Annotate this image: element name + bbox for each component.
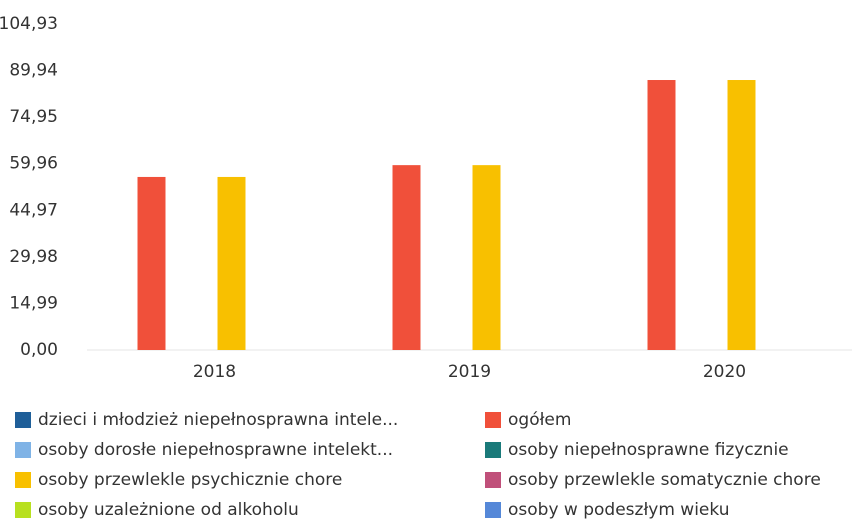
legend-swatch	[485, 502, 501, 518]
legend-swatch	[15, 502, 31, 518]
x-tick-label: 2020	[703, 362, 746, 382]
legend-swatch	[485, 472, 501, 488]
y-tick-label: 29,98	[9, 247, 58, 267]
x-tick-label: 2019	[448, 362, 491, 382]
bar	[727, 80, 756, 350]
y-tick-label: 44,97	[9, 200, 58, 220]
y-tick-label: 104,93	[0, 14, 58, 34]
bar	[472, 165, 501, 350]
legend-label: osoby przewlekle psychicznie chore	[38, 470, 342, 490]
y-tick-label: 59,96	[9, 154, 58, 174]
legend-swatch	[15, 472, 31, 488]
legend-label: ogółem	[508, 410, 571, 430]
bar	[647, 80, 676, 350]
bar	[137, 176, 166, 350]
legend-label: osoby w podeszłym wieku	[508, 500, 729, 520]
y-tick-label: 14,99	[9, 293, 58, 313]
legend-label: osoby niepełnosprawne fizycznie	[508, 440, 789, 460]
bar	[392, 165, 421, 350]
legend-swatch	[485, 442, 501, 458]
legend-label: osoby uzależnione od alkoholu	[38, 500, 299, 520]
x-tick-label: 2018	[193, 362, 236, 382]
y-tick-label: 74,95	[9, 107, 58, 127]
legend-label: osoby dorosłe niepełnosprawne intelekt..…	[38, 440, 393, 460]
bar	[217, 176, 246, 350]
y-tick-label: 0,00	[20, 340, 58, 360]
legend-swatch	[15, 442, 31, 458]
legend-swatch	[485, 412, 501, 428]
legend-label: osoby przewlekle somatycznie chore	[508, 470, 821, 490]
legend-swatch	[15, 412, 31, 428]
legend-label: dzieci i młodzież niepełnosprawna intele…	[38, 410, 398, 430]
y-tick-label: 89,94	[9, 61, 58, 81]
